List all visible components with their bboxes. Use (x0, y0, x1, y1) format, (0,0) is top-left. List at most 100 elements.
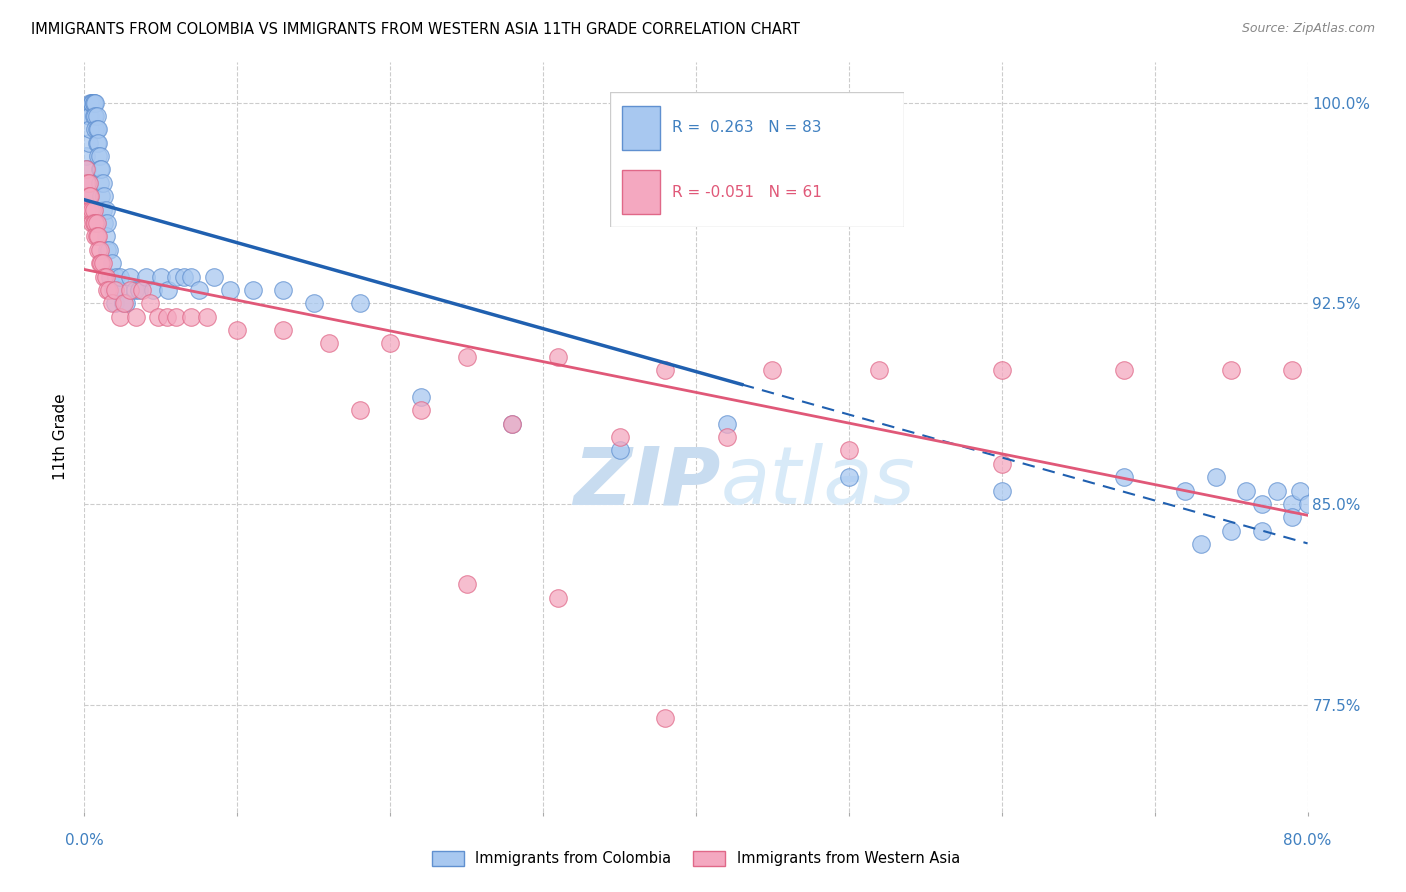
Point (456, 577, 478, 591)
Point (349, 296, 371, 310)
Point (1281, 510, 1303, 524)
Point (80, 95, 103, 110)
Point (1174, 483, 1197, 498)
Point (114, 296, 136, 310)
Point (76, 176, 98, 190)
Point (89, 162, 111, 177)
Point (1220, 363, 1243, 377)
Point (271, 323, 294, 337)
Point (124, 283, 146, 297)
Point (131, 283, 153, 297)
Point (1296, 497, 1319, 511)
Point (1265, 483, 1288, 498)
Point (195, 310, 218, 324)
Point (77, 189, 100, 203)
Text: ZIP: ZIP (574, 443, 720, 521)
Point (142, 283, 165, 297)
Point (75, 149, 97, 163)
Point (94, 202, 117, 217)
Point (502, 417, 524, 431)
Point (91, 256, 114, 270)
Point (87, 243, 110, 257)
Point (838, 443, 860, 458)
Point (83, 109, 105, 123)
Point (1289, 483, 1312, 498)
Point (139, 296, 162, 310)
Point (101, 256, 124, 270)
Point (103, 283, 125, 297)
Point (1114, 363, 1136, 377)
Point (93, 189, 115, 203)
Point (83, 95, 105, 110)
Point (991, 363, 1014, 377)
Point (226, 323, 249, 337)
Point (79, 95, 101, 110)
Point (146, 310, 169, 324)
Point (80, 216, 103, 230)
Point (94, 269, 117, 284)
Point (716, 417, 738, 431)
Point (349, 403, 371, 417)
Text: IMMIGRANTS FROM COLOMBIA VS IMMIGRANTS FROM WESTERN ASIA 11TH GRADE CORRELATION : IMMIGRANTS FROM COLOMBIA VS IMMIGRANTS F… (31, 22, 800, 37)
Point (104, 283, 127, 297)
Point (456, 350, 478, 364)
Point (79, 122, 101, 136)
Point (105, 269, 128, 284)
Point (90, 256, 112, 270)
Point (156, 310, 179, 324)
Point (242, 283, 264, 297)
Point (409, 390, 432, 404)
Point (202, 269, 225, 284)
Point (218, 283, 240, 297)
Point (180, 269, 202, 284)
Point (90, 162, 112, 177)
Y-axis label: 11th Grade: 11th Grade (53, 393, 69, 481)
Point (96, 283, 118, 297)
Point (107, 283, 129, 297)
Point (97, 283, 120, 297)
Point (76, 189, 98, 203)
Point (1250, 524, 1272, 538)
Point (609, 430, 631, 444)
Point (271, 283, 294, 297)
Point (93, 216, 115, 230)
Point (547, 591, 569, 605)
Point (76, 202, 98, 217)
Point (302, 296, 325, 310)
Point (84, 229, 107, 244)
Point (547, 350, 569, 364)
Point (86, 216, 108, 230)
Point (1250, 497, 1272, 511)
Point (98, 269, 121, 284)
Point (79, 109, 101, 123)
Point (1189, 537, 1212, 551)
Point (87, 149, 110, 163)
Point (97, 243, 120, 257)
Point (654, 363, 676, 377)
Point (180, 310, 202, 324)
Point (409, 403, 432, 417)
Point (838, 470, 860, 484)
Point (75, 162, 97, 177)
Point (91, 202, 114, 217)
Point (761, 363, 783, 377)
Point (125, 310, 148, 324)
Point (135, 269, 157, 284)
Point (149, 269, 172, 284)
Point (1220, 524, 1243, 538)
Point (86, 136, 108, 150)
Point (96, 243, 118, 257)
Point (76, 162, 98, 177)
Point (1114, 470, 1136, 484)
Point (128, 283, 150, 297)
Point (94, 229, 117, 244)
Point (120, 269, 142, 284)
Point (77, 136, 100, 150)
Text: 80.0%: 80.0% (1284, 833, 1331, 848)
Point (654, 711, 676, 725)
Point (84, 216, 107, 230)
Point (86, 229, 108, 244)
Point (84, 122, 107, 136)
Point (108, 269, 131, 284)
Point (101, 296, 124, 310)
